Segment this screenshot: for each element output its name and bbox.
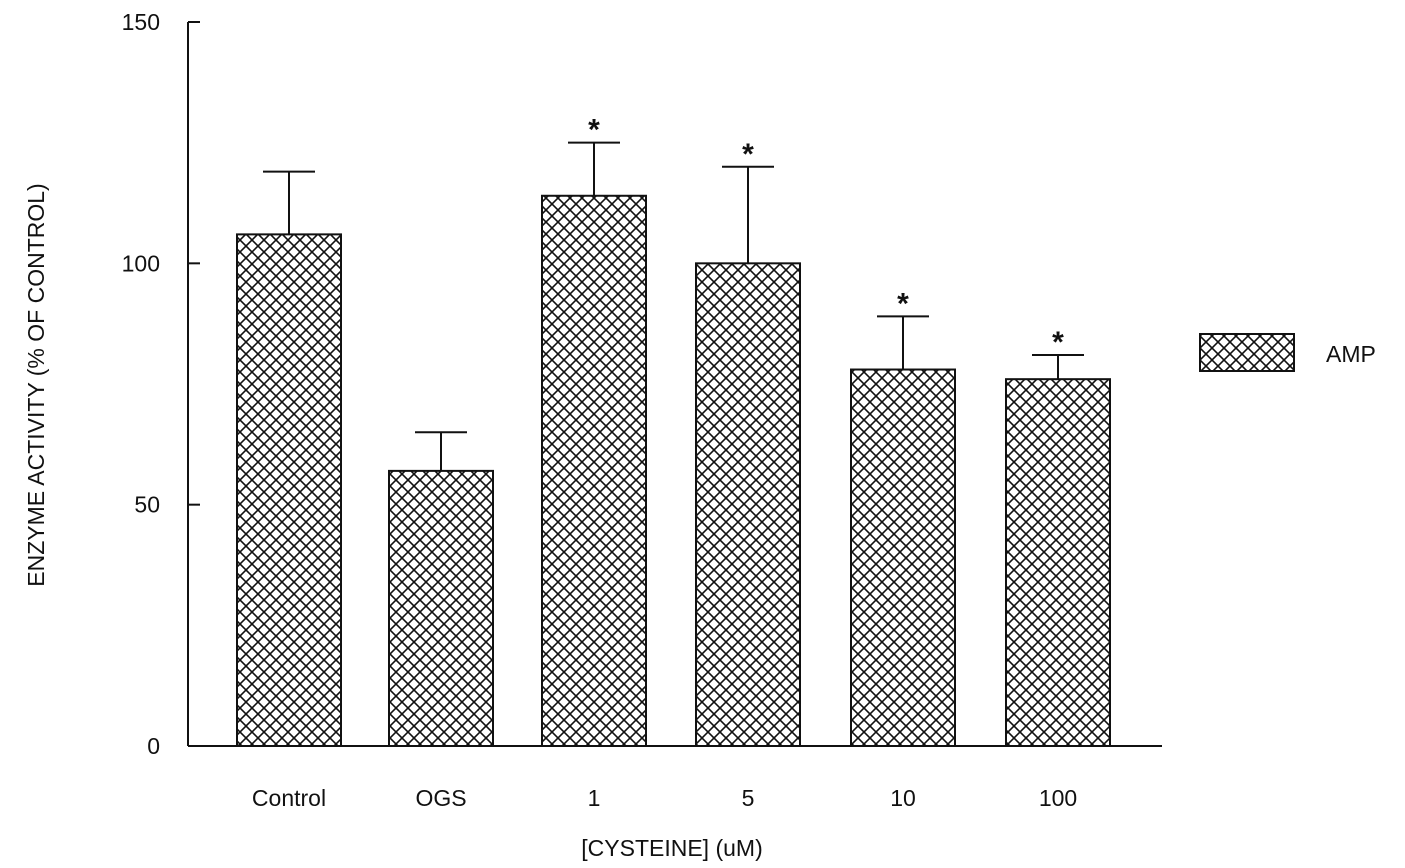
significance-star: * (742, 138, 754, 171)
legend-label: AMP (1326, 341, 1376, 367)
bar (695, 262, 801, 747)
significance-star: * (588, 114, 600, 147)
y-tick-label: 150 (122, 9, 160, 35)
legend: AMP (1199, 333, 1376, 372)
bar (1005, 378, 1111, 747)
y-tick-label: 100 (122, 250, 160, 276)
y-tick-label: 0 (147, 733, 160, 759)
bar (236, 233, 342, 748)
y-ticks: 0 50 100 150 (122, 9, 200, 759)
axes (187, 22, 1162, 747)
x-tick-label: 100 (1039, 785, 1077, 811)
x-tick-label: OGS (415, 785, 466, 811)
x-tick-label: Control (252, 785, 326, 811)
x-axis-title: [CYSTEINE] (uM) (581, 835, 762, 861)
significance-star: * (897, 287, 909, 320)
bar (541, 194, 647, 747)
y-tick-label: 50 (134, 492, 160, 518)
bars (236, 194, 1111, 748)
significance-markers: * * * * (588, 114, 1064, 359)
legend-swatch (1199, 333, 1295, 372)
x-tick-label: 1 (588, 785, 601, 811)
bar (388, 469, 494, 747)
x-ticks: Control OGS 1 5 10 100 (252, 785, 1077, 811)
bar (850, 368, 956, 747)
x-tick-label: 5 (742, 785, 755, 811)
error-bars (263, 141, 1084, 471)
significance-star: * (1052, 326, 1064, 359)
y-axis-title: ENZYME ACTIVITY (% OF CONTROL) (23, 183, 49, 586)
x-tick-label: 10 (890, 785, 916, 811)
